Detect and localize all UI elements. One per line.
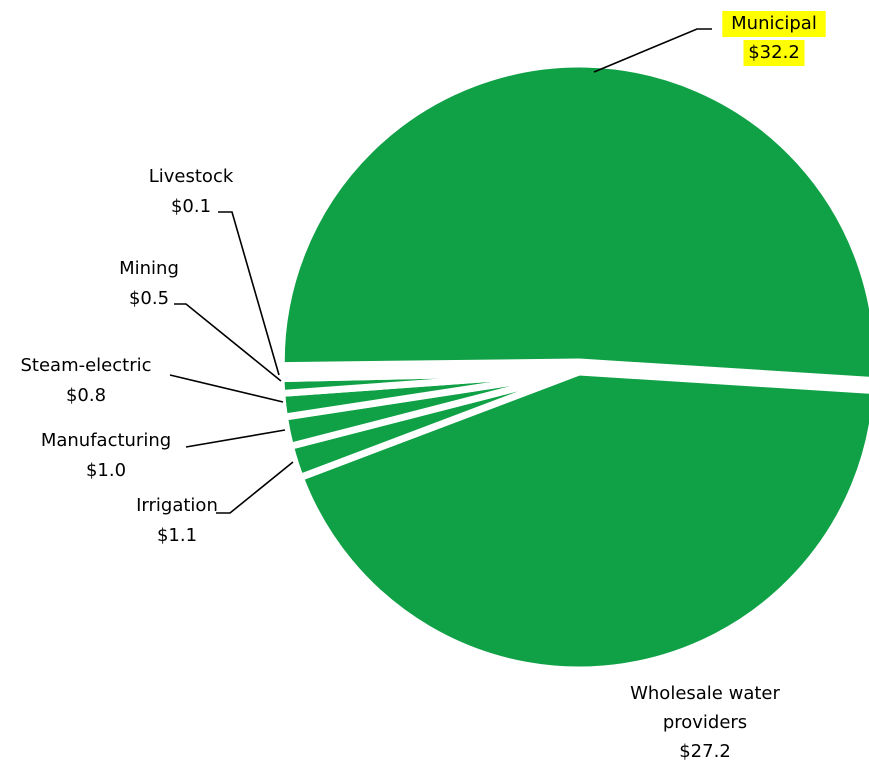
slice-label-irrigation-line-1: Irrigation <box>136 495 218 516</box>
leader-lines <box>169 28 712 514</box>
slice-label-wholesale-water-providers-line-2: providers <box>663 712 747 733</box>
slice-label-manufacturing-line-1: Manufacturing <box>41 430 171 451</box>
pie-slice-municipal <box>277 60 869 384</box>
slice-label-wholesale-water-providers-line-3: $27.2 <box>679 741 731 762</box>
pie-slices <box>277 60 869 674</box>
slice-label-wholesale-water-providers-line-1: Wholesale water <box>630 683 780 704</box>
slice-labels: Municipal $32.2 Wholesale water providers $2… <box>20 11 826 762</box>
slice-label-manufacturing-line-2: $1.0 <box>86 460 126 481</box>
slice-label-livestock-line-1: Livestock <box>149 166 234 187</box>
label-highlight-municipal <box>722 11 826 37</box>
slice-label-municipal-line-2: $32.2 <box>748 42 800 63</box>
leader-line-steam-electric <box>169 374 284 403</box>
slice-label-steam-electric-line-2: $0.8 <box>66 385 106 406</box>
leader-line-mining <box>174 303 282 382</box>
slice-label-mining-line-1: Mining <box>119 258 179 279</box>
slice-label-steam-electric-line-1: Steam-electric <box>20 355 151 376</box>
slice-label-livestock-line-2: $0.1 <box>171 196 211 217</box>
pie-slice-livestock <box>277 368 580 383</box>
leader-line-irrigation <box>216 461 294 514</box>
pie-slice-wholesale-water-providers <box>295 368 869 674</box>
slice-label-municipal-line-1: Municipal <box>731 13 817 34</box>
slice-label-irrigation-line-2: $1.1 <box>157 525 197 546</box>
leader-line-municipal <box>593 28 712 73</box>
leader-line-livestock <box>218 211 280 376</box>
leader-line-manufacturing <box>185 429 286 448</box>
label-highlight-municipal <box>743 40 805 66</box>
slice-label-mining-line-2: $0.5 <box>129 288 169 309</box>
